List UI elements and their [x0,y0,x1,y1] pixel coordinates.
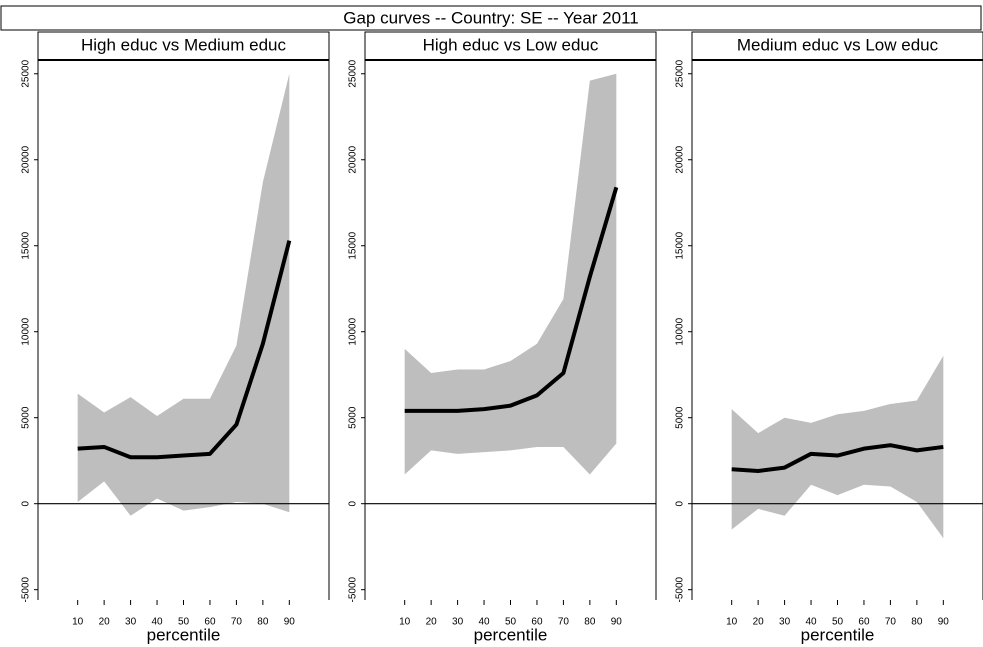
y-tick-label: 20000 [675,145,686,173]
y-tick-label: 15000 [21,231,32,259]
x-tick-label: 70 [231,617,243,628]
title-box [0,5,982,31]
x-tick-label: 60 [204,617,216,628]
y-tick-label: 25000 [675,59,686,87]
x-tick-label: 30 [125,617,137,628]
x-tick-label: 50 [832,617,844,628]
x-axis-title: percentile [801,625,875,644]
x-tick-label: 40 [805,617,817,628]
x-tick-label: 10 [72,617,84,628]
x-tick-label: 80 [911,617,923,628]
x-tick-label: 10 [726,617,738,628]
x-tick-label: 20 [426,617,438,628]
x-tick-label: 90 [611,617,623,628]
x-tick-label: 20 [753,617,765,628]
panel-strip [691,31,983,61]
x-tick-label: 80 [584,617,596,628]
x-axis-title: percentile [474,625,548,644]
y-tick-label: 10000 [675,317,686,345]
x-tick-label: 30 [779,617,791,628]
y-tick-label: 5000 [348,406,359,429]
x-tick-label: 50 [178,617,190,628]
x-tick-label: 20 [99,617,111,628]
y-tick-label: -5000 [21,576,32,602]
x-tick-label: 30 [452,617,464,628]
x-tick-label: 70 [885,617,897,628]
confidence-band [731,355,944,539]
x-tick-label: 40 [478,617,490,628]
y-tick-label: -5000 [675,576,686,602]
confidence-band [77,73,290,516]
y-tick-label: 15000 [675,231,686,259]
y-tick-label: 20000 [348,145,359,173]
x-tick-label: 90 [938,617,950,628]
x-axis-title: percentile [147,625,221,644]
panel-title: Medium educ vs Low educ [737,35,939,54]
x-tick-label: 40 [151,617,163,628]
x-tick-label: 60 [858,617,870,628]
x-tick-label: 60 [531,617,543,628]
confidence-band [404,73,617,475]
panel-title: High educ vs Low educ [423,35,599,54]
x-tick-label: 70 [558,617,570,628]
y-tick-label: 5000 [675,406,686,429]
y-tick-label: 15000 [348,231,359,259]
x-tick-label: 90 [284,617,296,628]
y-tick-label: 0 [21,500,32,506]
x-tick-label: 10 [399,617,411,628]
estimate-line [77,240,292,460]
y-tick-label: 5000 [21,406,32,429]
y-tick-label: 10000 [348,317,359,345]
panel-title: High educ vs Medium educ [81,35,287,54]
y-tick-label: 0 [675,500,686,506]
y-tick-label: 25000 [21,59,32,87]
estimate-line [731,443,944,474]
y-tick-label: 0 [348,500,359,506]
x-tick-label: 50 [505,617,517,628]
y-tick-label: -5000 [348,576,359,602]
y-tick-label: 20000 [21,145,32,173]
estimate-line [404,186,619,413]
panel-strip [364,31,657,61]
y-tick-label: 10000 [21,317,32,345]
panel-strip [37,31,330,61]
y-tick-label: 25000 [348,59,359,87]
chart-title: Gap curves -- Country: SE -- Year 2011 [343,8,638,27]
x-tick-label: 80 [257,617,269,628]
